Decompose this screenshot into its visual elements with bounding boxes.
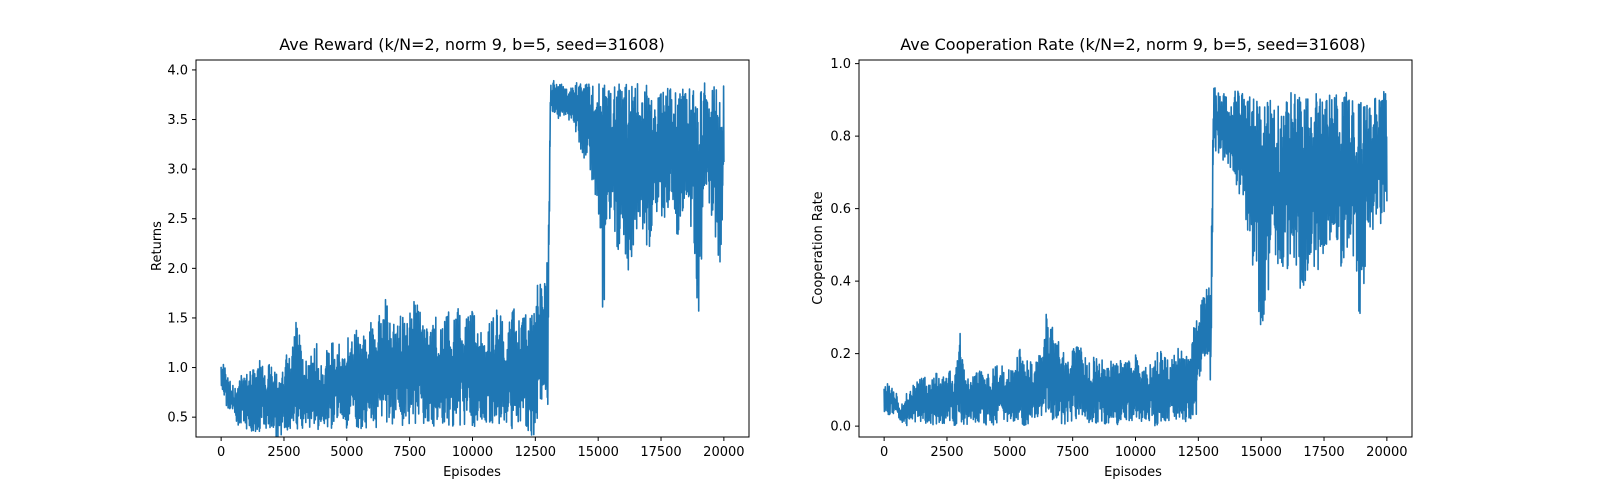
reward-x-tick-label: 10000 bbox=[452, 445, 493, 460]
reward-y-axis-label: Returns bbox=[150, 221, 165, 271]
reward-x-tick-label: 15000 bbox=[578, 445, 619, 460]
cooperation-x-tick-label: 2500 bbox=[930, 445, 963, 460]
cooperation-x-tick-label: 12500 bbox=[1178, 445, 1219, 460]
cooperation-chart-title: Ave Cooperation Rate (k/N=2, norm 9, b=5… bbox=[900, 35, 1366, 54]
reward-x-tick-label: 17500 bbox=[640, 445, 681, 460]
reward-plot-area: 0 2500 5000 7500 10000 12500 15000 17500 20000 0.… bbox=[167, 59, 750, 460]
reward-x-tick-label: 12500 bbox=[515, 445, 556, 460]
cooperation-x-tick-label: 0 bbox=[880, 445, 888, 460]
reward-x-tick-label: 2500 bbox=[267, 445, 300, 460]
cooperation-x-tick-label: 17500 bbox=[1303, 445, 1344, 460]
reward-y-tick-label: 2.0 bbox=[167, 262, 188, 277]
cooperation-subplot: Ave Cooperation Rate (k/N=2, norm 9, b=5… bbox=[811, 35, 1413, 480]
cooperation-y-tick-label: 0.6 bbox=[830, 202, 851, 217]
reward-y-tick-label: 2.5 bbox=[167, 212, 188, 227]
cooperation-x-axis-label: Episodes bbox=[1104, 465, 1162, 480]
reward-x-tick-label: 20000 bbox=[703, 445, 744, 460]
cooperation-x-tick-label: 5000 bbox=[993, 445, 1026, 460]
reward-y-tick-label: 4.0 bbox=[167, 63, 188, 78]
reward-subplot: Ave Reward (k/N=2, norm 9, b=5, seed=316… bbox=[150, 35, 750, 480]
cooperation-series-line bbox=[883, 87, 1388, 427]
reward-chart-title: Ave Reward (k/N=2, norm 9, b=5, seed=316… bbox=[279, 35, 665, 54]
reward-x-tick-label: 0 bbox=[217, 445, 225, 460]
reward-y-tick-label: 3.5 bbox=[167, 113, 188, 128]
cooperation-x-tick-label: 10000 bbox=[1115, 445, 1156, 460]
cooperation-y-tick-label: 0.0 bbox=[830, 420, 851, 435]
cooperation-y-tick-label: 0.4 bbox=[830, 275, 851, 290]
reward-y-tick-label: 1.5 bbox=[167, 311, 188, 326]
reward-y-tick-label: 0.5 bbox=[167, 411, 188, 426]
cooperation-y-tick-label: 0.2 bbox=[830, 347, 851, 362]
cooperation-y-tick-label: 1.0 bbox=[830, 57, 851, 72]
reward-series-line bbox=[220, 79, 725, 437]
cooperation-y-tick-label: 0.8 bbox=[830, 130, 851, 145]
cooperation-y-axis-label: Cooperation Rate bbox=[811, 191, 826, 304]
reward-x-tick-label: 7500 bbox=[393, 445, 426, 460]
cooperation-x-tick-label: 7500 bbox=[1056, 445, 1089, 460]
cooperation-x-tick-label: 15000 bbox=[1241, 445, 1282, 460]
cooperation-x-tick-label: 20000 bbox=[1366, 445, 1407, 460]
reward-y-tick-label: 1.0 bbox=[167, 361, 188, 376]
reward-x-tick-label: 5000 bbox=[330, 445, 363, 460]
reward-x-axis-label: Episodes bbox=[443, 465, 501, 480]
reward-y-tick-label: 3.0 bbox=[167, 163, 188, 178]
cooperation-plot-area: 0 2500 5000 7500 10000 12500 15000 17500 20000 0.… bbox=[830, 57, 1413, 460]
